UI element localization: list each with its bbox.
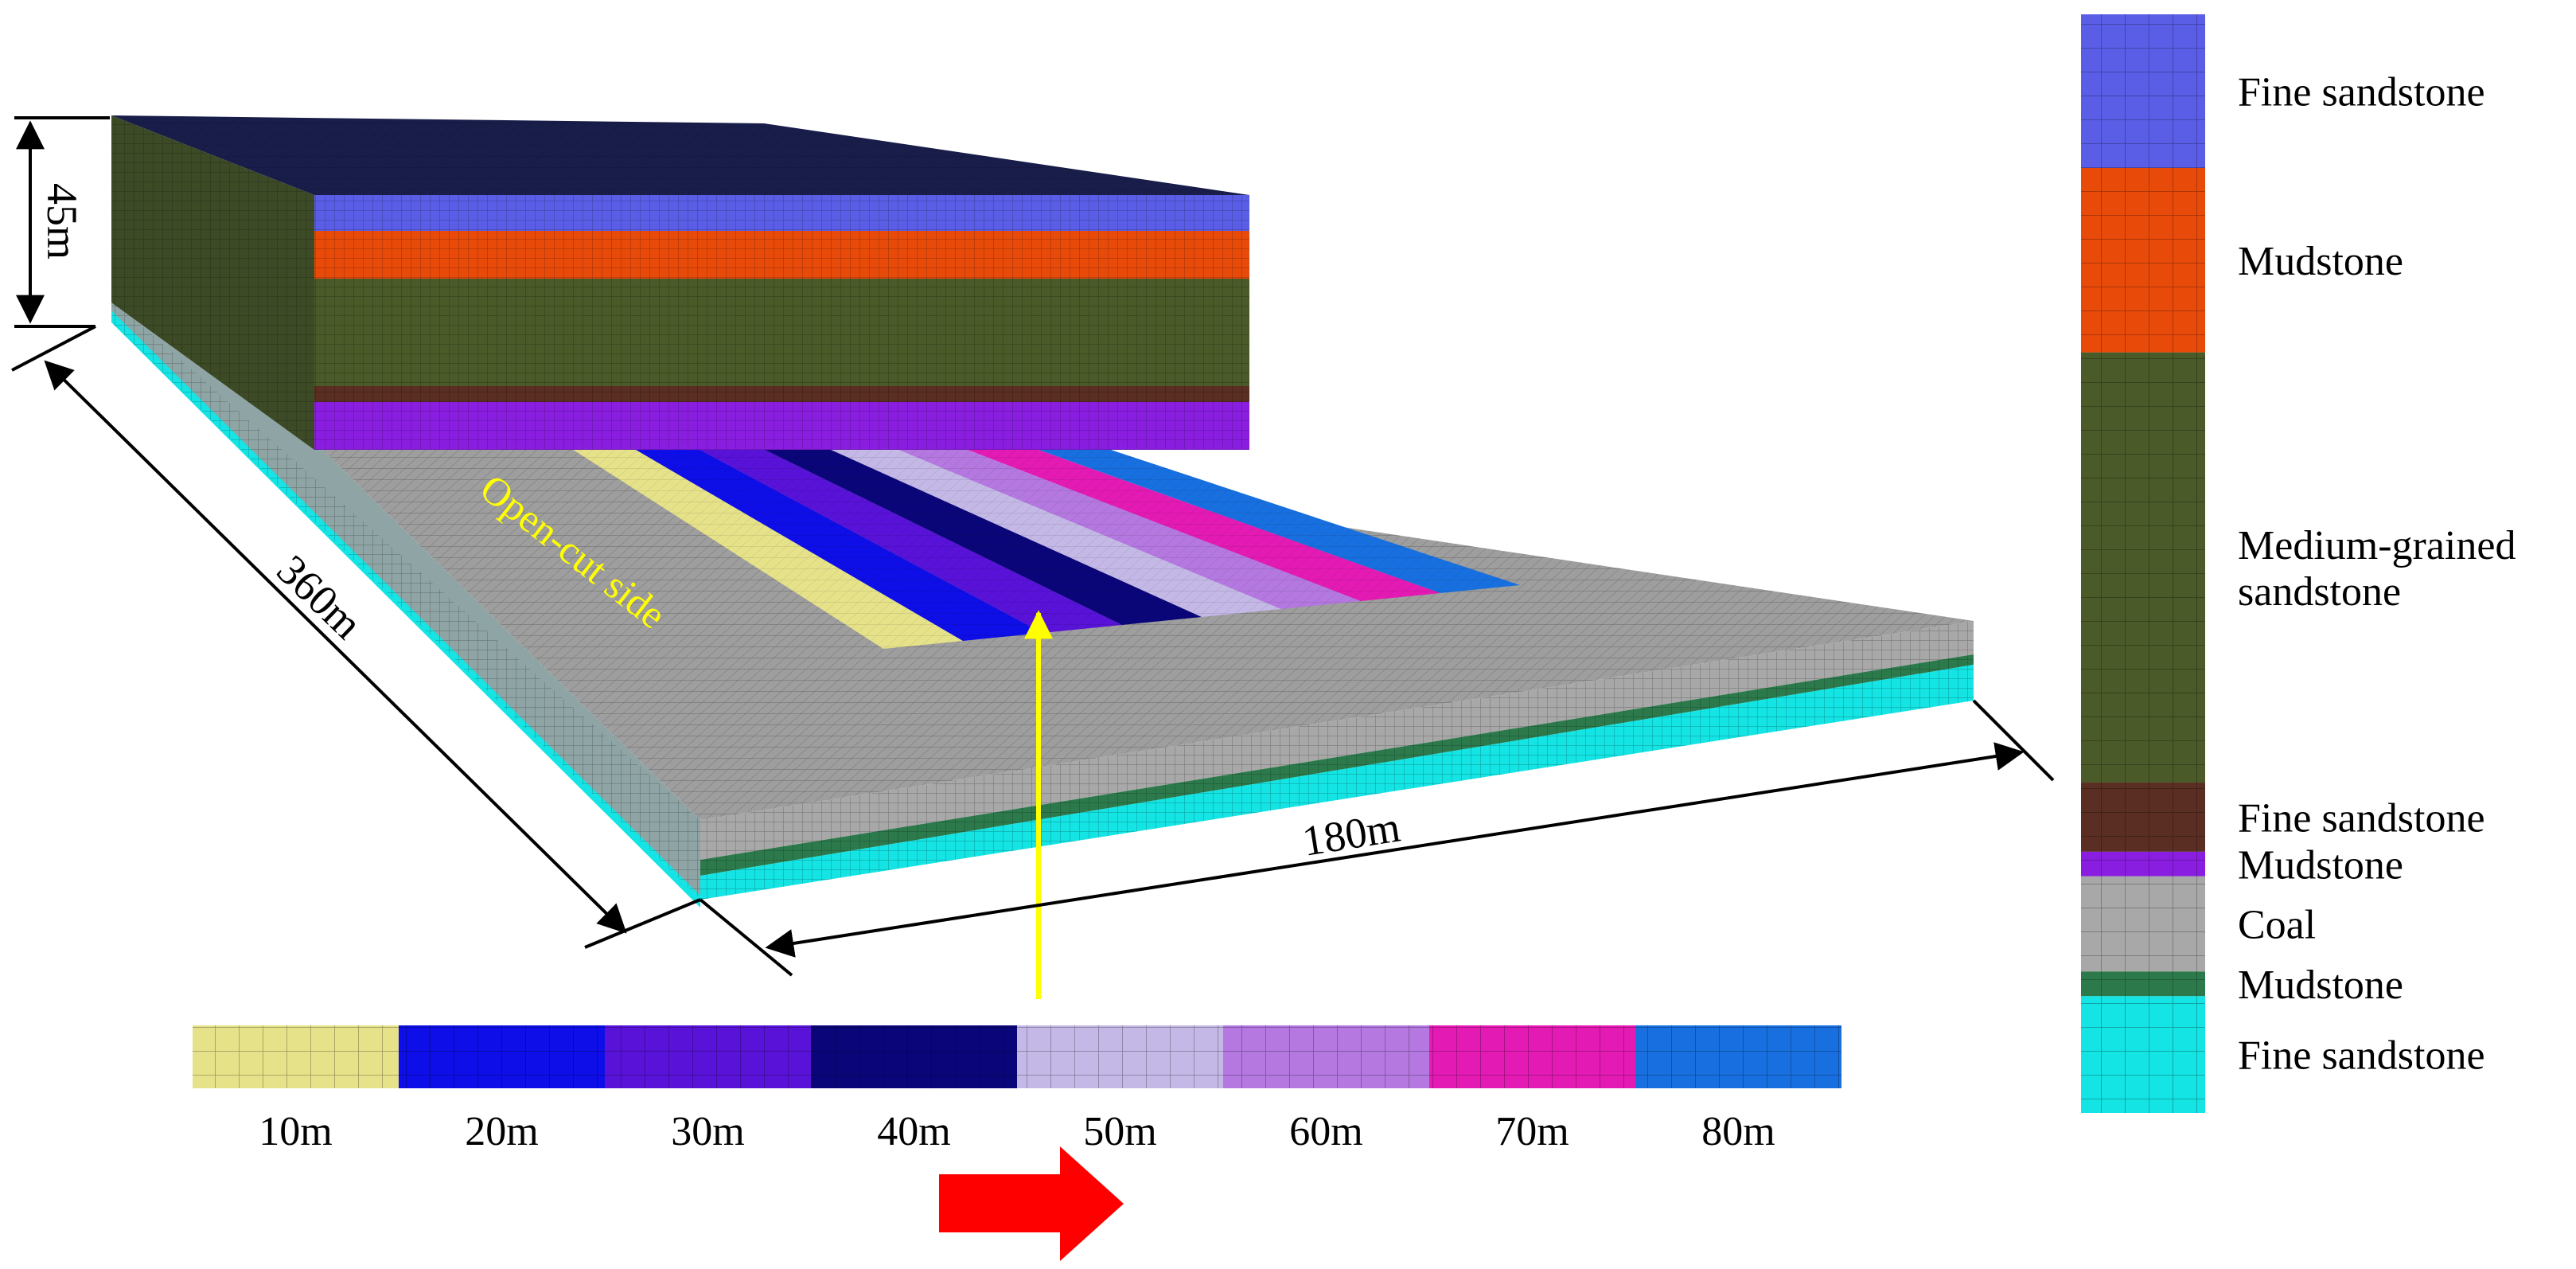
layer-legend-label: Medium-grained (2238, 523, 2516, 568)
layer-legend-label: Mudstone (2238, 239, 2403, 284)
strip-legend-label: 30m (671, 1109, 744, 1154)
width-dimension-line (765, 742, 2025, 958)
layer-legend-label: Mudstone (2238, 842, 2403, 888)
strip-legend-label: 20m (465, 1109, 538, 1154)
strip-legend-label: 70m (1495, 1109, 1569, 1154)
layer-legend-label: Mudstone (2238, 962, 2403, 1008)
mining-direction-arrow (939, 1146, 1124, 1261)
height-dimension-label: 45m (38, 183, 86, 260)
layer-legend-label: Fine sandstone (2238, 1033, 2485, 1079)
width-dimension-label: 180m (1299, 802, 1403, 865)
mining-strips (557, 414, 1520, 649)
layer-legend-label: Fine sandstone (2238, 795, 2485, 841)
strip-legend-label: 10m (259, 1109, 332, 1154)
strip-legend-label: 40m (877, 1109, 950, 1154)
layer-legend: Fine sandstoneMudstoneMedium-grainedsand… (2081, 14, 2516, 1113)
strip-legend-label: 50m (1083, 1109, 1156, 1154)
strip-legend-label: 80m (1701, 1109, 1775, 1154)
strip-legend-label: 60m (1289, 1109, 1362, 1154)
length-dimension-line (44, 360, 627, 934)
strip-legend: 10m 20m 30m 40m 50m 60m 70m 80m (193, 1025, 1841, 1154)
dimension-annotations: 45m 360m 180m (11, 116, 2055, 977)
layer-legend-label: Coal (2238, 903, 2316, 948)
finite-element-model: Open-cut side (111, 115, 1974, 999)
layer-legend-label: sandstone (2238, 569, 2401, 615)
layer-legend-label: Fine sandstone (2238, 70, 2485, 115)
upper-block (111, 115, 1249, 450)
upper-block-front-face (314, 195, 1249, 450)
